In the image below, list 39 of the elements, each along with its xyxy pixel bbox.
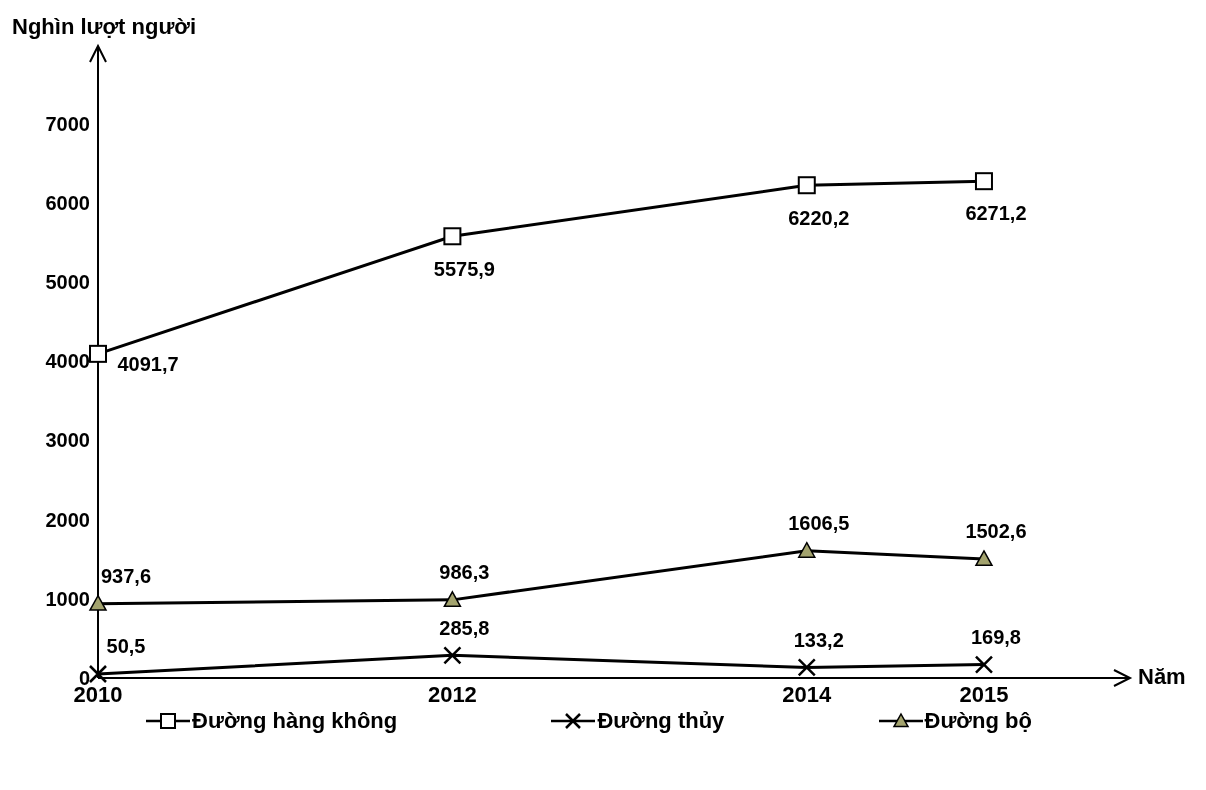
point (89, 344, 107, 363)
x-axis-title: Năm (1138, 663, 1186, 689)
point (974, 172, 993, 191)
data-label: 285,8 (439, 616, 490, 639)
data-label: 1606,5 (788, 512, 850, 535)
data-label: 6271,2 (965, 202, 1027, 225)
y-tick-label: 7000 (45, 112, 90, 135)
legend-label: Đường thủy (597, 708, 725, 734)
point (975, 550, 993, 567)
legend-label: Đường hàng không (192, 708, 398, 734)
point (88, 664, 108, 684)
point (89, 594, 107, 611)
point (443, 646, 462, 665)
data-label: 169,8 (970, 625, 1021, 648)
point (443, 591, 462, 608)
y-tick-label: 4000 (45, 350, 90, 373)
y-tick-label: 2000 (45, 508, 90, 531)
y-tick-label: 6000 (45, 191, 90, 214)
data-label: 937,6 (100, 565, 152, 587)
x-tick-label: 2012 (427, 681, 477, 707)
y-tick-label: 3000 (45, 429, 90, 452)
y-axis-title: Nghìn lượt người (12, 14, 197, 39)
y-tick-label: 5000 (45, 271, 90, 293)
point (798, 541, 816, 558)
point (797, 176, 816, 195)
data-label: 50,5 (106, 635, 146, 658)
x-tick-label: 2015 (959, 681, 1009, 707)
data-label: 133,2 (793, 628, 844, 651)
point (443, 227, 462, 246)
x-tick-label: 2014 (782, 681, 832, 707)
point (797, 658, 817, 677)
legend-label: Đường bộ (924, 708, 1032, 734)
data-label: 986,3 (439, 561, 490, 584)
data-label: 4091,7 (117, 353, 179, 376)
y-tick-label: 1000 (45, 587, 90, 610)
data-label: 6220,2 (788, 206, 850, 229)
data-label: 5575,9 (433, 257, 495, 280)
data-label: 1502,6 (965, 520, 1027, 543)
point (974, 655, 994, 674)
